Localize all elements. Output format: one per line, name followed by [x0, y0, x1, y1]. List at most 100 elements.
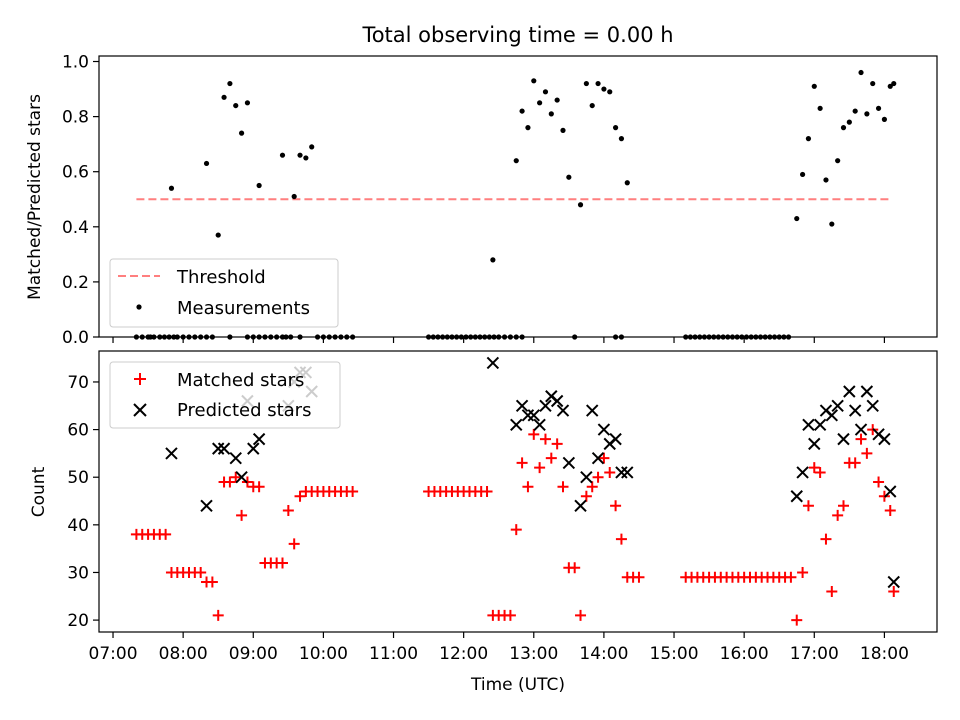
top-y-axis-label: Matched/Predicted stars	[25, 94, 45, 300]
measurement-point	[891, 80, 897, 87]
matched-stars-point	[534, 462, 546, 474]
predicted-stars-point	[591, 451, 605, 465]
matched-stars-point	[522, 481, 534, 493]
top-y-ticks: 0.0 0.2 0.4 0.6 0.8 1.0	[62, 53, 99, 348]
measurement-point	[852, 108, 858, 114]
predicted-stars-point	[796, 466, 809, 479]
matched-stars-point	[195, 566, 207, 578]
matched-stars-point	[481, 486, 493, 497]
predicted-stars-point	[860, 385, 874, 398]
matched-stars-point	[569, 562, 581, 574]
matched-stars-point	[236, 509, 248, 521]
bottom-panel: Count Time (UTC) 20 30 40 50 60 70 07:00 08:00…	[29, 350, 938, 695]
matched-stars-point	[884, 505, 896, 517]
top-panel: Total observing time = 0.00 h Matched/Pr…	[25, 23, 938, 348]
predicted-stars-point	[247, 442, 260, 455]
chart-title: Total observing time = 0.00 h	[361, 23, 673, 47]
predicted-stars-point	[556, 404, 570, 417]
measurement-point	[805, 136, 812, 142]
matched-stars-point	[797, 566, 809, 578]
bottom-x-ticks: 07:00 08:00 09:00 10:00 11:00 12:00 13:00 14:00…	[89, 632, 909, 664]
predicted-stars-point	[831, 399, 844, 412]
measurement-point	[297, 152, 303, 158]
predicted-stars-point	[235, 471, 248, 484]
measurement-point	[811, 83, 817, 89]
matched-stars-point	[598, 452, 610, 464]
measurement-point	[560, 127, 566, 133]
x-tick-label: 11:00	[369, 644, 418, 664]
matched-stars-point	[837, 500, 849, 512]
predicted-stars-point	[866, 399, 879, 412]
measurement-point	[817, 105, 823, 111]
measurement-point	[519, 108, 525, 114]
matched-stars-point	[785, 571, 797, 583]
predicted-stars-point	[165, 447, 178, 460]
measurement-point	[215, 232, 221, 238]
matched-stars-point	[861, 447, 873, 459]
bottom-plot-frame	[98, 350, 938, 633]
measurement-point	[577, 202, 584, 208]
measurement-point	[875, 105, 882, 111]
x-tick-label: 17:00	[790, 644, 839, 664]
bottom-legend: Matched stars Predicted stars	[109, 361, 341, 429]
top-legend-box	[109, 258, 339, 328]
matched-stars-point	[230, 471, 242, 483]
matched-stars-point	[802, 500, 814, 512]
predicted-stars-point	[848, 404, 862, 417]
measurements-legend-swatch	[136, 304, 142, 310]
measurement-point	[624, 180, 630, 186]
matched-stars-point	[212, 609, 224, 621]
measurement-point	[823, 177, 829, 183]
matched-stars-point	[633, 571, 645, 583]
bottom-y-tick-label: 30	[67, 563, 89, 583]
matched-stars-legend-label: Matched stars	[177, 370, 304, 391]
predicted-stars-point	[790, 490, 803, 503]
matched-stars-point	[347, 486, 359, 497]
predicted-stars-point	[539, 399, 552, 412]
measurement-point	[513, 158, 519, 164]
predicted-stars-point	[878, 432, 891, 446]
measurement-point	[846, 119, 852, 125]
top-y-tick-label: 0.8	[62, 108, 89, 128]
x-tick-label: 13:00	[509, 644, 558, 664]
predicted-stars-point	[825, 409, 839, 422]
measurement-point	[256, 182, 262, 189]
bottom-y-tick-label: 70	[67, 373, 89, 393]
predicted-stars-point	[510, 418, 523, 432]
matched-stars-point	[580, 490, 592, 502]
predicted-stars-point	[200, 499, 213, 512]
measurement-point	[618, 136, 625, 142]
top-legend: Threshold Measurements	[109, 258, 339, 328]
predicted-stars-point	[562, 456, 576, 470]
matched-stars-point	[849, 457, 861, 469]
top-y-tick-label: 0.2	[62, 273, 89, 293]
predicted-stars-point	[586, 404, 599, 417]
bottom-y-tick-label: 40	[67, 516, 89, 536]
matched-stars-point	[832, 509, 844, 521]
bottom-y-tick-label: 50	[67, 468, 89, 488]
matched-stars-point	[528, 428, 540, 440]
predicted-stars-point	[597, 423, 611, 436]
measurement-point	[221, 94, 227, 100]
predicted-stars-point	[609, 432, 622, 446]
matched-stars-point	[575, 609, 587, 621]
predicted-stars-point	[550, 394, 564, 408]
x-tick-label: 16:00	[720, 644, 769, 664]
measurement-point	[887, 83, 893, 89]
matched-stars-point	[586, 481, 598, 493]
matched-stars-point	[224, 476, 236, 488]
predicted-stars-point	[813, 418, 827, 432]
matched-stars-point	[516, 457, 528, 469]
measurement-point	[233, 102, 239, 109]
matched-stars-point	[545, 452, 557, 464]
predicted-stars-point	[486, 356, 500, 370]
predicted-stars-point	[527, 409, 540, 422]
x-tick-label: 07:00	[89, 644, 138, 664]
predicted-stars-point	[808, 437, 821, 451]
measurement-point	[881, 116, 888, 122]
measurement-point	[168, 185, 175, 191]
x-tick-label: 12:00	[439, 644, 488, 664]
matched-stars-point	[808, 462, 820, 474]
x-tick-label: 18:00	[860, 644, 909, 664]
